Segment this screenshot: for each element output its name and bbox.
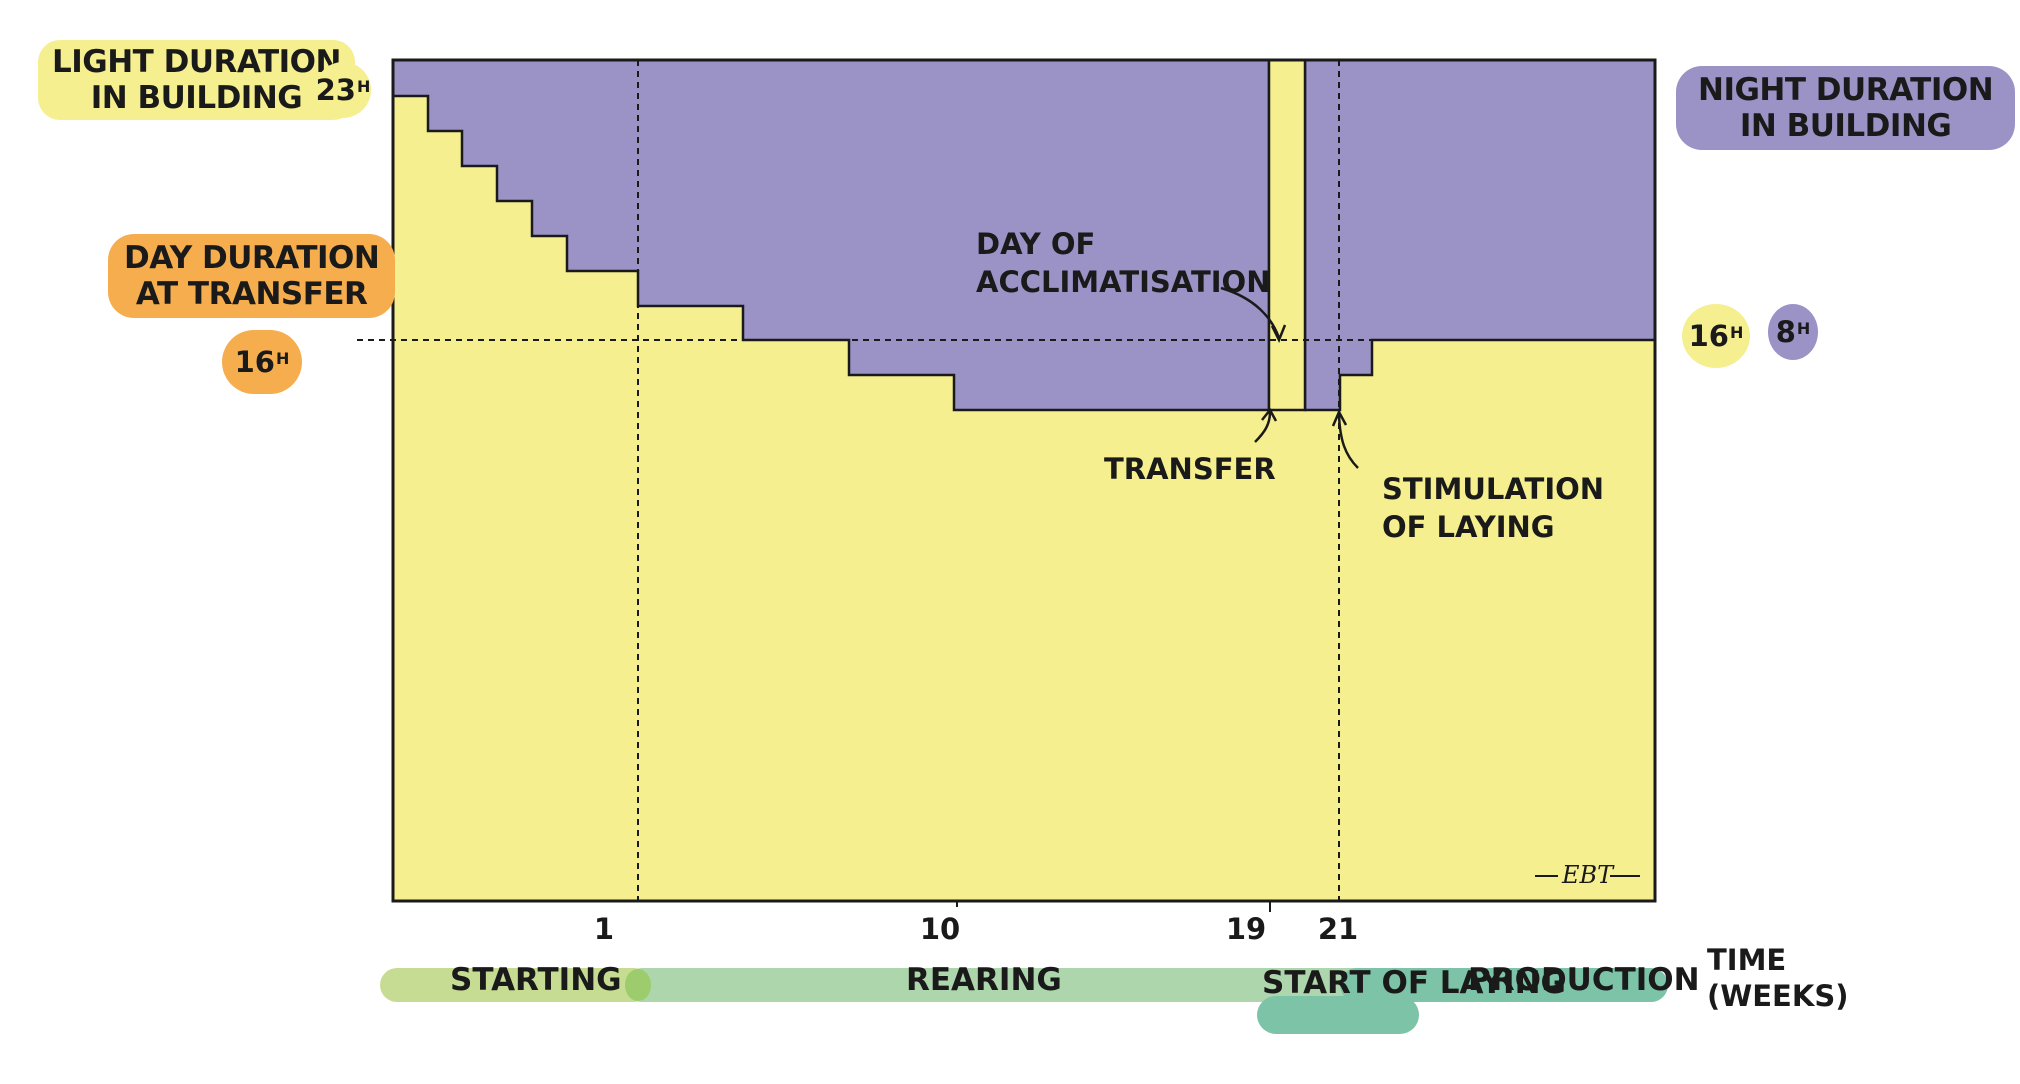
x-axis-title-line1: TIME: [1707, 943, 1787, 977]
phase-band-start-of-laying: [1257, 996, 1419, 1034]
signature: EBT: [1562, 861, 1614, 889]
night-duration-label-line2: IN BUILDING: [1739, 108, 1952, 144]
phase-label-starting: STARTING: [450, 962, 622, 998]
night-duration-label-line1: NIGHT DURATION: [1698, 72, 1994, 108]
acclimatisation-annotation: DAY OF ACCLIMATISATION: [976, 225, 1270, 301]
transfer-label-line1: DAY DURATION: [124, 240, 380, 276]
right-day-unit: H: [1729, 322, 1744, 342]
x-tick-label-21: 21: [1317, 912, 1359, 946]
acclimatisation-line1: DAY OF: [976, 227, 1096, 261]
x-tick-label-10: 10: [919, 912, 961, 946]
phase-band-production: [1340, 968, 1668, 1002]
transfer-arrow: [1254, 407, 1278, 443]
phase-label-rearing: REARING: [906, 962, 1062, 998]
transfer-hours-badge: 16 H: [222, 330, 302, 394]
stimulation-arrow: [1331, 409, 1359, 469]
stimulation-line1: STIMULATION: [1382, 472, 1605, 506]
acclimatisation-arrow: [1220, 286, 1287, 344]
stimulation-annotation: STIMULATION OF LAYING: [1382, 470, 1604, 546]
day-duration-at-transfer-label: DAY DURATION AT TRANSFER: [108, 234, 396, 318]
night-area: [393, 60, 1655, 410]
transfer-label-line2: AT TRANSFER: [135, 276, 368, 312]
phase-band-starting: [380, 968, 650, 1002]
right-day-value: 16: [1688, 319, 1729, 353]
acclimatisation-bar: [1267, 58, 1307, 412]
acclimatisation-line2: ACCLIMATISATION: [976, 265, 1271, 299]
x-axis-title-line2: (WEEKS): [1707, 979, 1849, 1013]
plot-frame: [391, 58, 1657, 903]
night-duration-label: NIGHT DURATION IN BUILDING: [1676, 66, 2016, 150]
light-duration-label: LIGHT DURATION IN BUILDING: [38, 40, 355, 120]
x-tick-label-1: 1: [593, 912, 615, 946]
light-max-unit: H: [356, 76, 371, 96]
light-duration-label-line2: IN BUILDING: [90, 80, 303, 116]
stimulation-line2: OF LAYING: [1382, 510, 1555, 544]
phase-label-production: PRODUCTION: [1468, 962, 1700, 998]
phase-start-laying-line2: OF LAYING: [1381, 965, 1566, 1001]
transfer-hours-value: 16: [234, 345, 275, 379]
transfer-hours-unit: H: [275, 348, 290, 368]
right-night-value: 8: [1775, 315, 1796, 349]
right-night-unit: H: [1796, 318, 1811, 338]
phase-start-laying-line1: START: [1262, 965, 1371, 1001]
x-tick-label-19: 19: [1225, 912, 1267, 946]
phase-transition-dot: [625, 969, 651, 1001]
right-day-badge: 16 H: [1682, 304, 1750, 368]
transfer-annotation: TRANSFER: [1104, 452, 1276, 486]
light-max-badge: 23 H: [315, 62, 371, 118]
phase-label-start-of-laying: START OF LAYING: [1262, 964, 1566, 1002]
x-axis-title: TIME (WEEKS): [1707, 942, 1848, 1014]
phase-band-rearing: [625, 968, 1395, 1002]
light-duration-label-line1: LIGHT DURATION: [52, 44, 341, 80]
light-max-value: 23: [315, 73, 356, 107]
